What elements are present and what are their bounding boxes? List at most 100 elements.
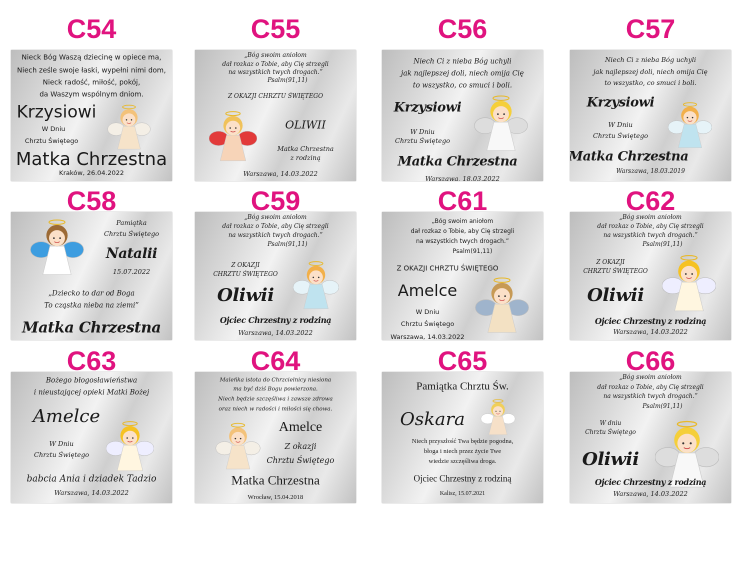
angel-illustration-icon xyxy=(105,410,155,482)
plate-text-line: dał rozkaz o Tobie, aby Cię strzegli xyxy=(597,223,704,230)
plate-text-line: Psalm(91,11) xyxy=(267,241,308,248)
plate-text-line: Warszawa, 18.03.2022 xyxy=(425,174,500,181)
plate-text-line: Oliwii xyxy=(217,285,274,306)
plate-text-line: Matka Chrzestna xyxy=(22,318,161,337)
plate-text-line: na wszystkich twych drogach.” xyxy=(603,232,698,239)
plate-text-line: Warszawa, 14.03.2022 xyxy=(238,328,313,337)
plate-text-line: Matka Chrzestna xyxy=(277,144,334,153)
product-code: C64 xyxy=(250,346,301,376)
plate-text-line: Ojciec Chrzestny z rodziną xyxy=(413,473,512,484)
plate-text-line: Chrztu Świętego xyxy=(103,229,160,238)
plate-text-line: W dniu xyxy=(599,420,622,427)
engraved-plate[interactable]: Niech Ci z nieba Bóg uchyli jak najlepsze… xyxy=(570,50,731,181)
product-code: C55 xyxy=(250,14,301,44)
plate-text-line: Ojciec Chrzestny z rodziną xyxy=(594,316,707,326)
plate-text-line: to wszystko, co smuci i boli. xyxy=(412,81,513,90)
plate-text-line: „Bóg swoim aniołom xyxy=(619,374,682,381)
plate-text-line: Psalm(91,11) xyxy=(642,241,683,248)
angel-illustration-icon xyxy=(470,92,532,154)
angel-illustration-icon xyxy=(474,274,530,336)
plate-text-line: Oliwii xyxy=(587,285,644,306)
engraved-plate[interactable]: Bożego błogosławieństwa i nieustającej op… xyxy=(11,372,172,503)
engraved-plate[interactable]: Niech Ci z nieba Bóg uchyli jak najlepsze… xyxy=(382,50,543,181)
product-code: C54 xyxy=(66,14,117,44)
plate-text-line: Niech Ci z nieba Bóg uchyli xyxy=(604,55,697,64)
plate-text-line: dał rozkaz o Tobie, aby Cię strzegli xyxy=(597,384,704,391)
plate-text-line: Psalm(91,11) xyxy=(452,248,493,255)
angel-illustration-icon xyxy=(213,420,263,472)
plate-text-line: Chrztu Świętego xyxy=(33,450,90,459)
plate-text-line: dał rozkaz o Tobie, aby Cię strzegli xyxy=(410,228,515,235)
engraved-plate[interactable]: „Bóg swoim aniołom dał rozkaz o Tobie, ab… xyxy=(195,212,356,340)
plate-text-line: Kalisz, 15.07.2021 xyxy=(439,491,486,497)
plate-text-line: Chrztu Świętego xyxy=(24,136,79,145)
plate-text-line: Chrztu Świętego xyxy=(266,456,335,465)
plate-text-line: „Dziecko to dar od Boga xyxy=(48,289,135,298)
product-code: C57 xyxy=(625,14,676,44)
plate-text-line: Nieck radość, miłość, pokój, xyxy=(42,78,141,87)
plate-text-line: Ojciec Chrzestny z rodziną xyxy=(219,315,332,325)
plate-text-line: Matka Chrzestna xyxy=(15,149,168,170)
product-code: C56 xyxy=(437,14,488,44)
plate-text-line: Amelce xyxy=(278,420,323,435)
product-code: C63 xyxy=(66,346,117,376)
plate-text-line: Psalm(91,11) xyxy=(642,403,683,410)
angel-illustration-icon xyxy=(208,105,258,167)
engraved-plate[interactable]: Pamiątka Chrztu Św. Oskara Niech przyszłoś… xyxy=(382,372,543,503)
plate-text-line: Krzysiowi xyxy=(16,102,97,123)
plate-text-line: jak najlepszej doli, niech omija Cię xyxy=(593,67,708,76)
plate-text-line: Amelce xyxy=(397,281,458,300)
plate-text-line: oraz niech w radości i miłości się chowa… xyxy=(218,406,333,413)
plate-text-line: W Dniu xyxy=(415,307,440,316)
plate-text-line: Niech Ci z nieba Bóg uchyli xyxy=(413,57,512,66)
engraved-plate[interactable]: „Bóg swoim aniołom dał rozkaz o Tobie, ab… xyxy=(195,50,356,181)
plate-text-line: Chrztu Świętego xyxy=(394,136,451,145)
angel-illustration-icon xyxy=(472,397,524,437)
plate-text-line: Natalii xyxy=(105,246,158,262)
angel-illustration-icon xyxy=(667,88,713,162)
angel-illustration-icon xyxy=(654,414,720,494)
plate-text-line: Chrztu Świętego xyxy=(592,131,649,140)
plate-text-line: da Waszym wspólnym dniom. xyxy=(39,90,144,99)
engraved-plate[interactable]: Nieck Bóg Waszą dziecinę w opiece ma, Nie… xyxy=(11,50,172,181)
engraved-plate[interactable]: „Bóg swoim aniołom dał rozkaz o Tobie, ab… xyxy=(570,372,731,503)
plate-text-line: „Bóg swoim aniołom xyxy=(619,214,682,221)
engraved-plate[interactable]: „Bóg swoim aniołom dał rozkaz o Tobie, ab… xyxy=(382,212,543,340)
product-code: C62 xyxy=(625,186,676,216)
plate-text-line: To cząstka nieba na ziemi” xyxy=(44,301,139,310)
plate-text-line: na wszystkich twych drogach.” xyxy=(228,232,323,239)
plate-text-line: Bożego błogosławieństwa xyxy=(45,376,138,385)
plate-text-line: Oskara xyxy=(400,409,465,430)
plate-text-line: Wrocław, 15.04.2018 xyxy=(247,493,304,501)
plate-text-line: Ojciec Chrzestny z rodziną xyxy=(594,477,707,487)
plate-text-line: na wszystkich twych drogach.” xyxy=(603,393,698,400)
plate-text-line: „Bóg swoim aniołom xyxy=(431,218,494,225)
plate-text-line: z rodziną xyxy=(290,153,321,162)
plate-text-line: Nieck Bóg Waszą dziecinę w opiece ma, xyxy=(21,53,162,62)
plate-text-line: Z OKAZJI CHRZTU ŚWIĘTEGO xyxy=(396,264,499,273)
plate-text-line: Pamiątka xyxy=(116,218,147,227)
engraved-plate[interactable]: „Bóg swoim aniołom dał rozkaz o Tobie, ab… xyxy=(570,212,731,340)
plate-text-line: Z OKAZJI CHRZTU ŚWIĘTEGO xyxy=(227,93,323,100)
plate-text-line: CHRZTU ŚWIĘTEGO xyxy=(583,268,648,275)
plate-text-line: CHRZTU ŚWIĘTEGO xyxy=(213,271,278,278)
plate-text-line: Kraków, 26.04.2022 xyxy=(58,168,125,177)
engraved-plate[interactable]: Pamiątka Chrztu Świętego Natalii 15.07.2022… xyxy=(11,212,172,340)
plate-text-line: Z okazji xyxy=(284,442,317,451)
product-code: C61 xyxy=(437,186,488,216)
plate-text-line: „Bóg swoim aniołom xyxy=(244,214,307,221)
angel-illustration-icon xyxy=(103,102,155,152)
plate-text-line: dał rozkaz o Tobie, aby Cię strzegli xyxy=(222,223,329,230)
plate-text-line: Warszawa, 14.03.2022 xyxy=(613,489,688,498)
engraved-plate[interactable]: Maleńka istota do Chrzcielnicy niesiona m… xyxy=(195,372,356,503)
plate-text-line: Warszawa, 18.03.2019 xyxy=(616,168,685,175)
plate-text-line: babcia Ania i dziadek Tadzio xyxy=(26,474,157,485)
angel-illustration-icon xyxy=(661,250,717,316)
plate-text-line: na wszystkich twych drogach.” xyxy=(416,238,509,245)
plate-text-line: ma być dziś Bogu powierzona. xyxy=(233,386,318,393)
plate-text-line: Z OKAZJI xyxy=(596,259,625,266)
plate-text-line: Pamiątka Chrztu Św. xyxy=(416,380,509,393)
plate-text-line: błoga i niech przez życie Twe xyxy=(423,447,502,455)
plate-text-line: W Dniu xyxy=(49,439,74,448)
plate-text-line: Niech przyszłość Twa będzie pogodna, xyxy=(411,437,514,445)
